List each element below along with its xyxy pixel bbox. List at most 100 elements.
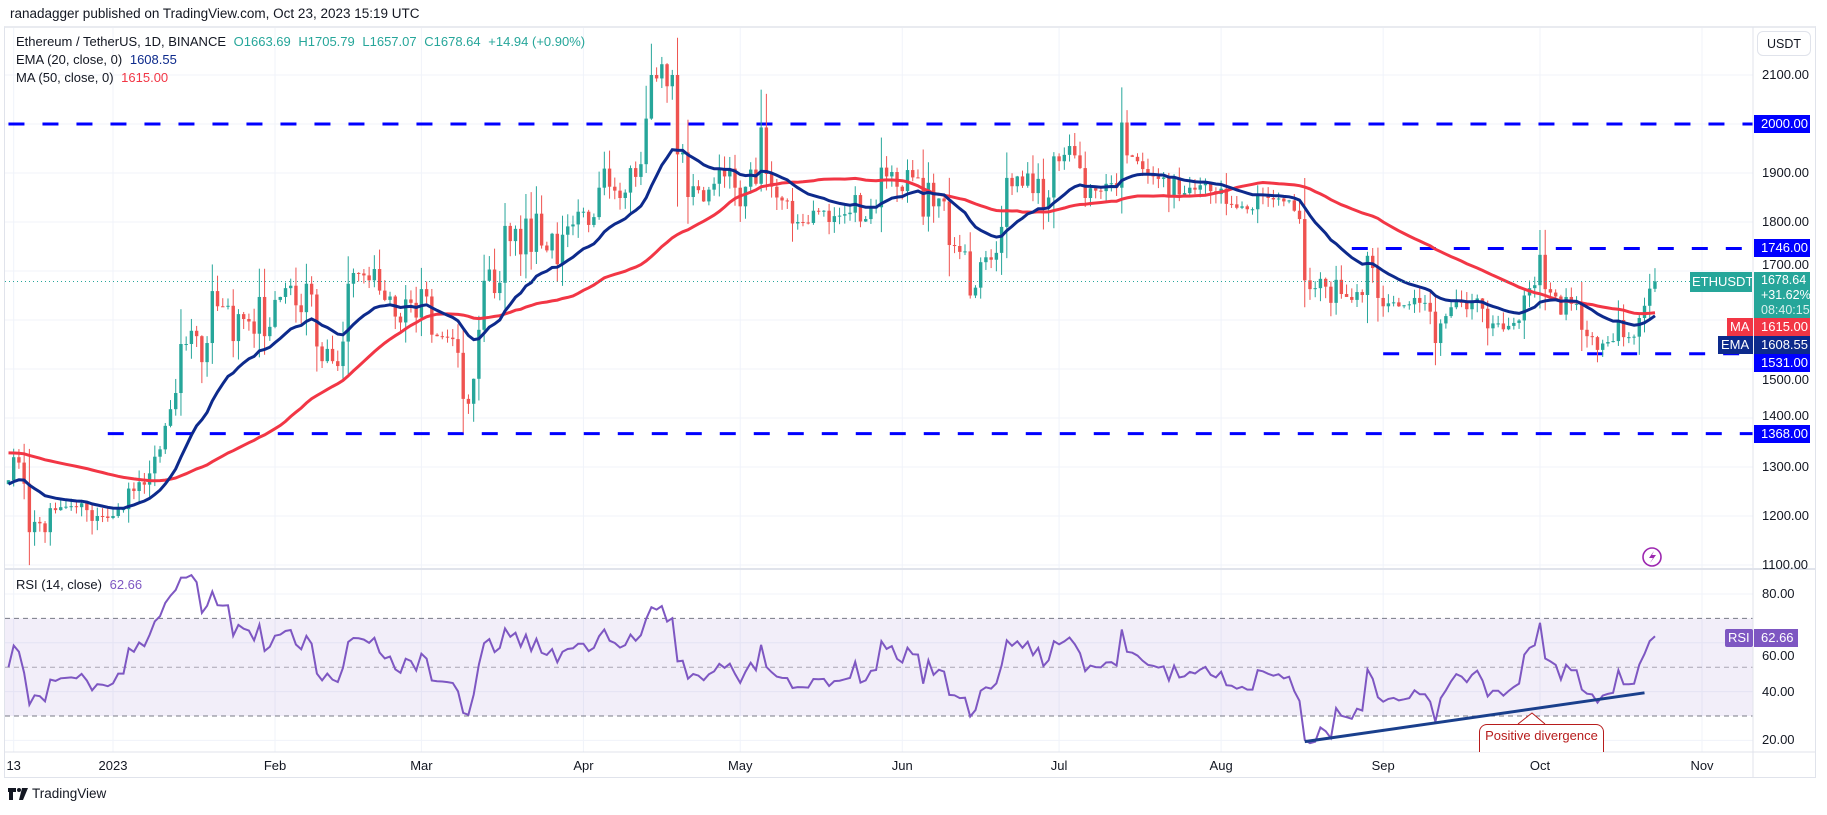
candle-body (524, 218, 528, 255)
symbol-title[interactable]: Ethereum / TetherUS, 1D, BINANCE (16, 34, 227, 49)
candle-body (231, 305, 235, 342)
candle-body (153, 456, 157, 474)
candle (1329, 281, 1333, 317)
candle-body (890, 172, 894, 177)
candle (848, 205, 852, 221)
candle-body (168, 409, 173, 426)
time-axis[interactable]: 13 2023 Feb Mar Apr May Jun Jul Aug Sep Oct Nov (6, 758, 1714, 773)
candle-body (451, 337, 455, 340)
candle-body (1167, 177, 1171, 197)
candle-body (811, 210, 816, 223)
candle-body (1208, 182, 1213, 192)
candle (1559, 294, 1563, 315)
candle (1486, 300, 1490, 346)
candle-body (1407, 304, 1411, 306)
publisher-line: ranadagger published on TradingView.com,… (10, 6, 420, 21)
candle (221, 298, 225, 308)
candle-body (1428, 302, 1432, 312)
candle-body (79, 503, 84, 508)
candle (252, 308, 256, 348)
candle-body (1344, 294, 1349, 297)
candle-body (27, 483, 32, 533)
candle-body (942, 198, 946, 202)
candle (660, 56, 664, 89)
candle (701, 186, 706, 202)
candle (1465, 292, 1469, 318)
candle (1433, 296, 1438, 366)
time-label: 13 (6, 758, 20, 773)
candle (1611, 333, 1615, 343)
candle (147, 460, 152, 498)
candle-body (236, 314, 241, 342)
symbol-tag: ETHUSDT (1690, 272, 1752, 292)
candle-body (1543, 254, 1547, 290)
positive-divergence-callout[interactable]: Positive divergence (1479, 724, 1604, 752)
candle-body (1282, 198, 1286, 202)
candle-body (921, 177, 925, 217)
candle-body (221, 306, 225, 308)
tradingview-logo-icon (8, 787, 28, 800)
horizontal-levels[interactable] (8, 122, 1753, 436)
candle (623, 189, 627, 209)
candle (665, 63, 669, 103)
candle (1125, 110, 1129, 164)
candle (555, 222, 559, 282)
candle-body (937, 198, 941, 207)
candle (38, 516, 42, 532)
candle (858, 192, 863, 228)
candle-body (367, 275, 371, 281)
candle (163, 422, 167, 454)
candle (27, 448, 32, 566)
candle-body (440, 336, 445, 338)
candle (1271, 189, 1276, 208)
candle-body (289, 285, 293, 289)
candle-body (398, 316, 403, 323)
legend-rsi-row[interactable]: RSI (14, close) 62.66 (16, 577, 146, 592)
candle (1287, 199, 1291, 204)
candle-body (200, 336, 204, 363)
candle (95, 507, 100, 531)
candle-body (346, 283, 350, 342)
candle (377, 249, 382, 295)
candle (106, 507, 110, 522)
candle (785, 198, 789, 209)
candle (1109, 175, 1114, 192)
candle-body (377, 269, 382, 291)
candle (111, 508, 115, 520)
candle-body (247, 319, 251, 322)
candle (1438, 319, 1443, 356)
rsi-value: 62.66 (109, 577, 143, 592)
price-axis-label: 1500.00 (1762, 372, 1809, 387)
candle-body (461, 352, 465, 399)
candle-body (1580, 303, 1584, 330)
candle-body (1036, 178, 1040, 194)
candle-body (519, 228, 523, 255)
candle (717, 154, 722, 197)
candle-body (1470, 302, 1474, 310)
candle (383, 280, 387, 302)
legend-symbol-row: Ethereum / TetherUS, 1D, BINANCE O1663.6… (16, 34, 589, 49)
rsi-axis-label: 80.00 (1762, 586, 1795, 601)
candle (1041, 158, 1046, 230)
candle-body (571, 224, 575, 227)
candle (968, 232, 972, 299)
legend-ma-row[interactable]: MA (50, close, 0) 1615.00 (16, 70, 172, 85)
footer-logo[interactable]: TradingView (8, 786, 106, 801)
lightning-circle-icon[interactable] (1642, 547, 1662, 567)
ohlc-open: O1663.69 (233, 34, 291, 49)
candle-body (597, 187, 601, 218)
legend-ema-row[interactable]: EMA (20, close, 0) 1608.55 (16, 52, 181, 67)
candle (257, 268, 262, 358)
candle-body (701, 190, 706, 202)
candle (639, 151, 643, 186)
candle (832, 207, 837, 233)
candle-body (832, 216, 837, 222)
candle-body (1402, 305, 1406, 307)
candle-body (545, 245, 549, 251)
candle (22, 443, 26, 500)
currency-button[interactable]: USDT (1757, 31, 1811, 56)
candle (1036, 163, 1040, 204)
candle (315, 288, 319, 372)
candle-body (675, 75, 680, 155)
